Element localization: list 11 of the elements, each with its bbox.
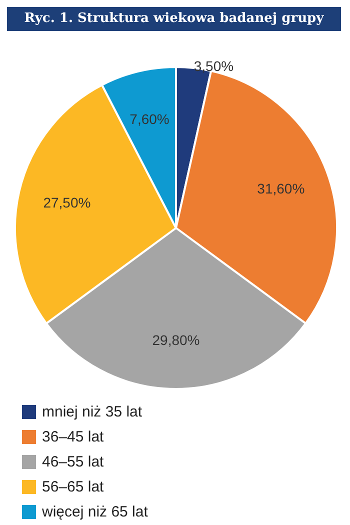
- chart-title: Ryc. 1. Struktura wiekowa badanej grupy: [7, 7, 341, 31]
- data-label: 31,60%: [257, 180, 305, 197]
- legend-label: mniej niż 35 lat: [42, 404, 143, 420]
- data-label: 29,80%: [152, 332, 200, 348]
- legend-label: 56–65 lat: [42, 478, 105, 496]
- data-label: 7,60%: [130, 111, 170, 128]
- legend-label: 36–45 lat: [42, 428, 105, 446]
- legend-label: 46–55 lat: [42, 454, 105, 470]
- data-label: 27,50%: [43, 194, 91, 211]
- data-label: 3,50%: [194, 58, 234, 74]
- legend-label: więcej niż 65 lat: [41, 504, 149, 520]
